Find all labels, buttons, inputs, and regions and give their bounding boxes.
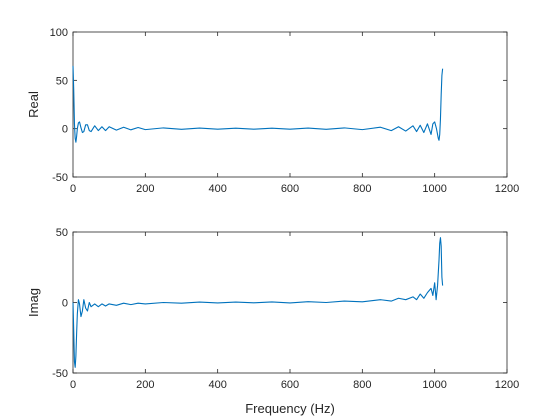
real-y-tick-label: 50: [56, 75, 68, 87]
real-x-tick-label: 1000: [422, 183, 446, 195]
real-axes-box: [72, 31, 508, 178]
imag-x-tick-label: 0: [70, 379, 76, 391]
real-x-tick-label: 200: [136, 183, 154, 195]
imag-x-ticks: 0 200 400 600 800 1000 1200: [70, 232, 519, 391]
real-x-tick-label: 1200: [495, 183, 519, 195]
real-x-ticks: 0 200 400 600 800 1000 1200: [70, 32, 519, 195]
imag-y-tick-label: -50: [52, 368, 68, 380]
frequency-x-axis-label: Frequency (Hz): [245, 401, 335, 416]
imag-y-tick-label: 50: [56, 227, 68, 239]
real-y-tick-label: 100: [50, 27, 68, 39]
real-y-axis-label: Real: [26, 91, 41, 118]
real-y-ticks: -50 0 50 100: [50, 27, 507, 184]
imag-x-tick-label: 200: [136, 379, 154, 391]
imag-y-tick-label: 0: [62, 298, 68, 310]
imag-series-line: [72, 237, 444, 368]
real-x-tick-label: 800: [353, 183, 371, 195]
imag-x-tick-label: 400: [208, 379, 226, 391]
imag-x-tick-label: 1000: [422, 379, 446, 391]
real-x-tick-label: 400: [208, 183, 226, 195]
real-x-tick-label: 0: [70, 183, 76, 195]
real-y-tick-label: -50: [52, 172, 68, 184]
imag-y-ticks: -50 0 50: [52, 227, 507, 380]
real-y-tick-label: 0: [62, 124, 68, 136]
imag-x-tick-label: 800: [353, 379, 371, 391]
imag-x-tick-label: 600: [281, 379, 299, 391]
imag-x-tick-label: 1200: [495, 379, 519, 391]
imag-y-axis-label: Imag: [26, 288, 41, 317]
real-series-line: [72, 65, 444, 143]
real-x-tick-label: 600: [281, 183, 299, 195]
